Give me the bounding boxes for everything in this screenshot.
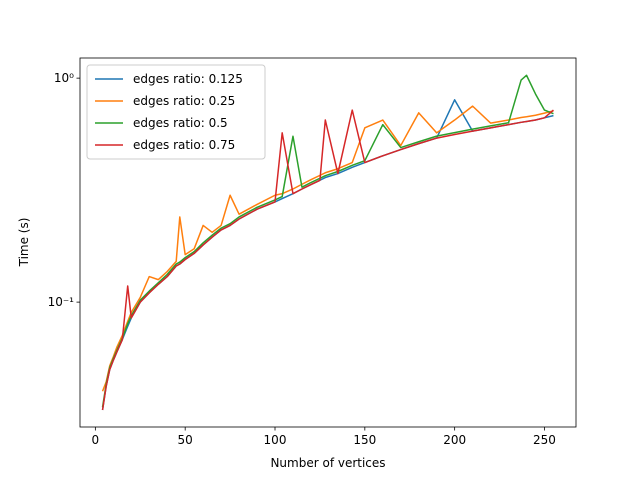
x-tick-label: 150 xyxy=(353,433,376,447)
y-tick-label: 10⁰ xyxy=(54,71,74,85)
plot-frame xyxy=(79,57,577,428)
x-tick-label: 250 xyxy=(533,433,556,447)
x-tick-label: 50 xyxy=(178,433,193,447)
legend-label: edges ratio: 0.75 xyxy=(133,138,235,152)
x-tick-label: 200 xyxy=(443,433,466,447)
legend-label: edges ratio: 0.5 xyxy=(133,116,228,130)
y-tick-label: 10⁻¹ xyxy=(48,295,75,309)
x-axis-label: Number of vertices xyxy=(270,456,385,470)
x-tick-label: 100 xyxy=(264,433,287,447)
legend-box xyxy=(86,64,266,160)
y-axis-label: Time (s) xyxy=(17,218,31,268)
legend-label: edges ratio: 0.125 xyxy=(133,72,243,86)
data-line xyxy=(101,109,554,411)
legend-label: edges ratio: 0.25 xyxy=(133,94,235,108)
x-tick-label: 0 xyxy=(92,433,100,447)
